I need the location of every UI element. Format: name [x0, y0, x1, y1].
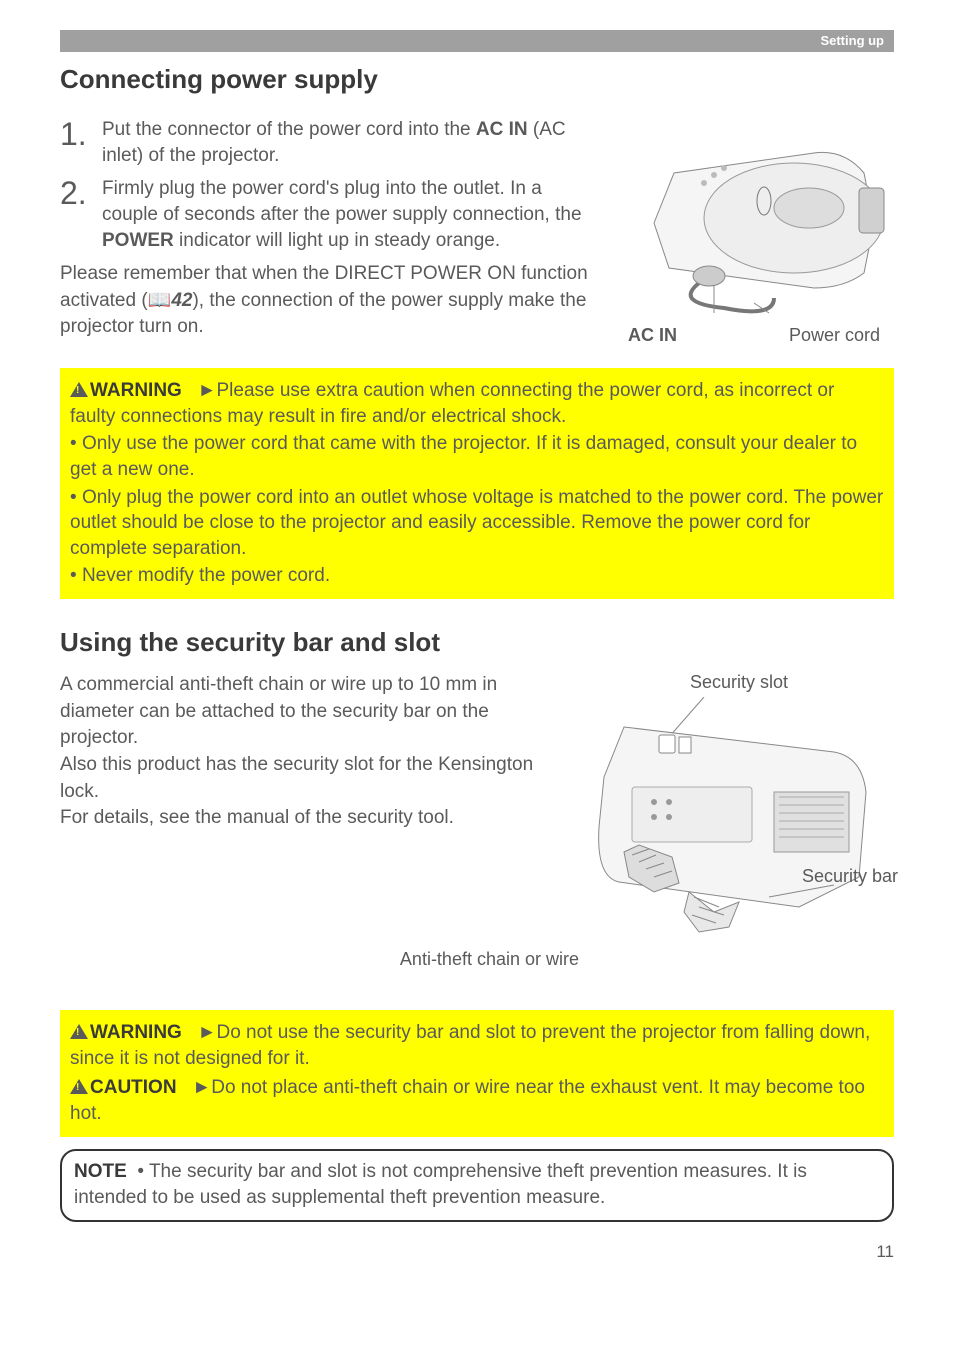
step-1: 1. Put the connector of the power cord i… [60, 113, 594, 168]
note-text: The security bar and slot is not compreh… [74, 1161, 807, 1209]
warning1-bullet-3: • Never modify the power cord. [70, 563, 884, 589]
powercord-label: Power cord [789, 325, 880, 346]
security-slot-label: Security slot [584, 672, 894, 693]
warning1-bullet-2: • Only plug the power cord into an outle… [70, 485, 884, 562]
warning1-lead: Please use extra caution when connecting… [70, 380, 834, 427]
warning1-bullet-1: • Only use the power cord that came with… [70, 431, 884, 482]
security-bar-label: Security bar [802, 866, 898, 887]
arrow-icon: ► [192, 1077, 211, 1098]
security-paragraph: A commercial anti-theft chain or wire up… [60, 672, 564, 832]
step1-text-a: Put the connector of the power cord into… [102, 119, 476, 140]
book-ref-icon: 📖 [148, 290, 172, 311]
warning-box-2: WARNING ►Do not use the security bar and… [60, 1010, 894, 1137]
b1: Only use the power cord that came with t… [70, 433, 857, 480]
arrow-icon: ► [198, 380, 217, 401]
caution-triangle-icon [70, 1079, 88, 1094]
step2-bold: POWER [102, 230, 174, 251]
section1-title: Connecting power supply [60, 64, 894, 95]
anti-theft-label: Anti-theft chain or wire [60, 949, 894, 970]
step2-text-b: indicator will light up in steady orange… [174, 230, 500, 251]
warning2-label: WARNING [90, 1022, 182, 1043]
b2: Only plug the power cord into an outlet … [70, 487, 883, 559]
reminder-paragraph: Please remember that when the DIRECT POW… [60, 261, 594, 341]
power-diagram: AC IN Power cord [614, 113, 894, 346]
b3: Never modify the power cord. [82, 565, 330, 586]
warning-box-1: WARNING ►Please use extra caution when c… [60, 368, 894, 599]
section-header-bar: Setting up [60, 30, 894, 52]
section-header-label: Setting up [820, 33, 884, 48]
acin-label: AC IN [628, 325, 677, 346]
warning-triangle-icon [70, 1024, 88, 1039]
page-number: 11 [60, 1242, 894, 1262]
step-number: 2. [60, 172, 94, 253]
step1-bold: AC IN [476, 119, 528, 140]
step2-text-a: Firmly plug the power cord's plug into t… [102, 178, 582, 225]
caution-text: Do not place anti-theft chain or wire ne… [70, 1077, 865, 1124]
caution-label: CAUTION [90, 1077, 177, 1098]
section2-title: Using the security bar and slot [60, 627, 894, 658]
note-label: NOTE [74, 1161, 127, 1182]
warning2-text: Do not use the security bar and slot to … [70, 1022, 870, 1069]
arrow-icon: ► [198, 1022, 217, 1043]
warning-label: WARNING [90, 380, 182, 401]
step-2: 2. Firmly plug the power cord's plug int… [60, 172, 594, 253]
security-diagram: Security slot Security bar [584, 672, 894, 947]
warning-triangle-icon [70, 382, 88, 397]
step-number: 1. [60, 113, 94, 168]
page-ref: 42 [171, 290, 192, 311]
note-box: NOTE • The security bar and slot is not … [60, 1149, 894, 1222]
